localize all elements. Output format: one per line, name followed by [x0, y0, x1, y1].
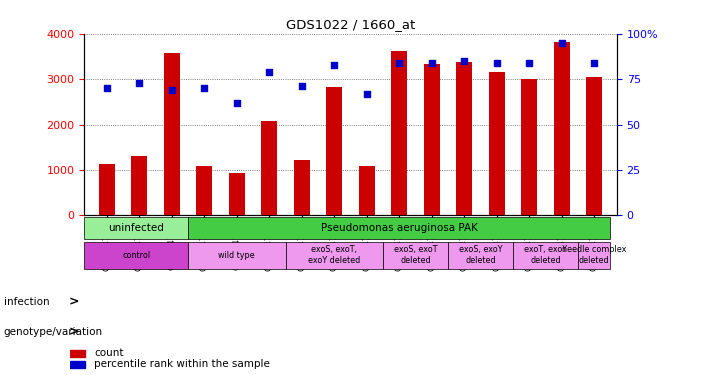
- Text: exoS, exoY
deleted: exoS, exoY deleted: [458, 245, 502, 265]
- Text: exoS, exoT
deleted: exoS, exoT deleted: [394, 245, 437, 265]
- Text: Pseudomonas aeruginosa PAK: Pseudomonas aeruginosa PAK: [321, 223, 477, 233]
- Point: [524, 60, 535, 66]
- Text: >: >: [69, 296, 79, 308]
- Text: percentile rank within the sample: percentile rank within the sample: [94, 359, 270, 369]
- Bar: [383, 242, 448, 268]
- Bar: [521, 79, 537, 216]
- Point: [556, 40, 567, 46]
- Bar: [131, 156, 147, 216]
- Bar: [513, 242, 578, 268]
- Bar: [448, 242, 513, 268]
- Text: exoT, exoY
deleted: exoT, exoY deleted: [524, 245, 567, 265]
- Bar: [423, 64, 440, 216]
- Point: [198, 85, 210, 91]
- Bar: [261, 122, 278, 216]
- Bar: [70, 350, 85, 357]
- Bar: [359, 166, 375, 216]
- Bar: [586, 77, 602, 216]
- Bar: [554, 42, 570, 216]
- Point: [589, 60, 600, 66]
- Bar: [84, 217, 188, 239]
- Bar: [188, 217, 611, 239]
- Text: infection: infection: [4, 297, 49, 307]
- Text: genotype/variation: genotype/variation: [4, 327, 102, 337]
- Bar: [196, 165, 212, 216]
- Bar: [188, 242, 285, 268]
- Point: [329, 62, 340, 68]
- Title: GDS1022 / 1660_at: GDS1022 / 1660_at: [286, 18, 415, 31]
- Point: [296, 84, 307, 90]
- Text: wild type: wild type: [219, 251, 255, 260]
- Text: exoS, exoT,
exoY deleted: exoS, exoT, exoY deleted: [308, 245, 360, 265]
- Bar: [99, 164, 115, 216]
- Point: [361, 91, 372, 97]
- Bar: [70, 361, 85, 368]
- Point: [458, 58, 470, 64]
- Bar: [456, 62, 472, 216]
- Bar: [326, 87, 342, 216]
- Point: [394, 60, 405, 66]
- Point: [264, 69, 275, 75]
- Point: [134, 80, 145, 86]
- Point: [101, 85, 112, 91]
- Bar: [489, 72, 505, 216]
- Text: uninfected: uninfected: [108, 223, 164, 233]
- Bar: [285, 242, 383, 268]
- Point: [166, 87, 177, 93]
- Point: [231, 100, 243, 106]
- Bar: [391, 51, 407, 216]
- Bar: [84, 242, 188, 268]
- Bar: [229, 173, 245, 216]
- Text: control: control: [122, 251, 150, 260]
- Text: count: count: [94, 348, 123, 358]
- Bar: [164, 53, 180, 216]
- Text: needle complex
deleted: needle complex deleted: [562, 245, 626, 265]
- Bar: [578, 242, 611, 268]
- Point: [426, 60, 437, 66]
- Point: [491, 60, 503, 66]
- Text: >: >: [69, 326, 79, 338]
- Bar: [294, 160, 310, 216]
